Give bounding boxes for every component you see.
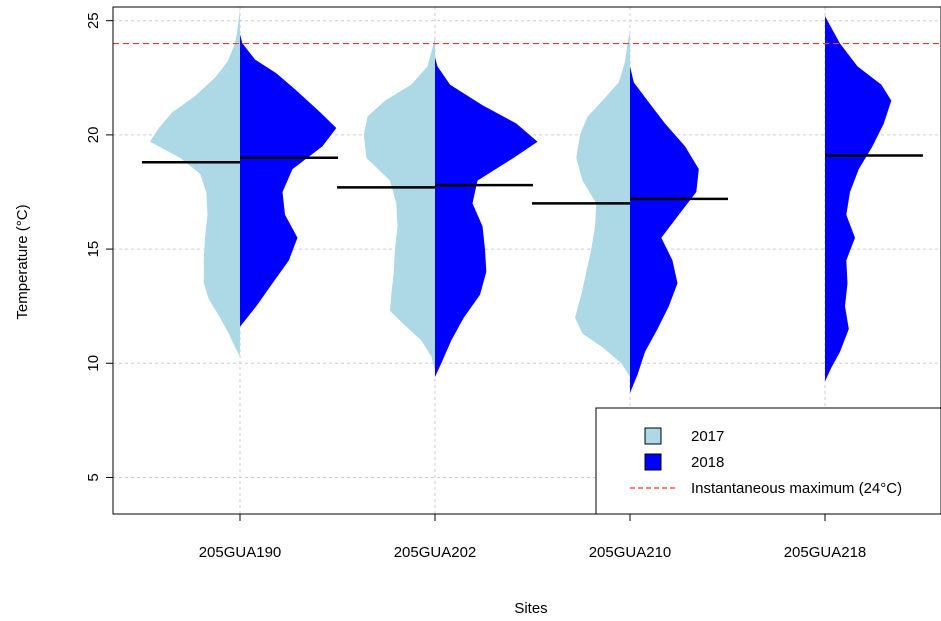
y-tick-label: 15 <box>85 241 102 258</box>
legend-swatch <box>644 427 662 445</box>
y-tick-label: 25 <box>85 12 102 29</box>
violin-2018-205GUA190 <box>240 34 337 327</box>
legend-label: 2018 <box>691 454 724 471</box>
y-tick-label: 10 <box>85 355 102 372</box>
x-tick-label: 205GUA210 <box>589 544 672 561</box>
x-tick-label: 205GUA202 <box>394 544 477 561</box>
x-tick-label: 205GUA190 <box>199 544 282 561</box>
y-axis-title: Temperature (°C) <box>14 204 31 319</box>
violin-2018-205GUA218 <box>825 16 892 382</box>
y-tick-label: 5 <box>85 473 102 481</box>
violin-2018-205GUA210 <box>630 66 699 394</box>
violin-2018-205GUA202 <box>435 57 538 377</box>
axes: 5 10 15 20 25 205GUA190 205GUA202 205GUA210 205G… <box>85 12 866 561</box>
legend: 2017 2018 Instantaneous maximum (24°C) <box>595 407 941 515</box>
violin-2017-205GUA190 <box>150 9 240 357</box>
legend-swatch <box>644 453 662 471</box>
x-axis-title: Sites <box>514 600 547 617</box>
legend-label: 2017 <box>691 428 724 445</box>
legend-label: Instantaneous maximum (24°C) <box>691 480 902 497</box>
violins <box>150 9 892 394</box>
violin-2017-205GUA202 <box>363 36 435 371</box>
x-tick-label: 205GUA218 <box>784 544 867 561</box>
y-tick-label: 20 <box>85 127 102 144</box>
plot-area-frame <box>112 6 941 515</box>
medians <box>142 154 923 205</box>
